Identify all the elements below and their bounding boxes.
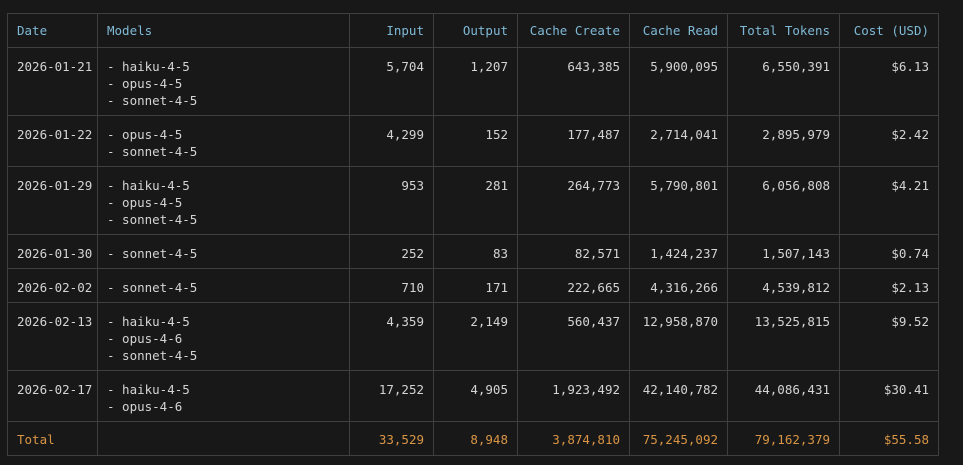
cost-cell: $9.52 <box>839 302 939 371</box>
model-name: - opus-4-5 <box>107 127 183 142</box>
model-name: - sonnet-4-5 <box>107 348 198 363</box>
models-cell: - haiku-4-5 - opus-4-5 - sonnet-4-5 <box>97 166 350 235</box>
input-cell: 17,252 <box>349 370 434 422</box>
total-row: Total 33,529 8,948 3,874,810 75,245,092 … <box>7 421 939 456</box>
cache-create-cell: 643,385 <box>517 47 630 116</box>
model-name: - sonnet-4-5 <box>107 280 198 295</box>
date-cell: 2026-01-29 <box>7 166 98 235</box>
model-name: - haiku-4-5 <box>107 314 190 329</box>
table-row: 2026-01-29 - haiku-4-5 - opus-4-5 - sonn… <box>7 166 939 235</box>
date-cell: 2026-01-30 <box>7 234 98 269</box>
output-cell: 4,905 <box>433 370 518 422</box>
model-name: - opus-4-5 <box>107 195 183 210</box>
models-cell: - haiku-4-5 - opus-4-5 - sonnet-4-5 <box>97 47 350 116</box>
date-cell: 2026-02-02 <box>7 268 98 303</box>
total-cost-cell: $55.58 <box>839 421 939 456</box>
cache-create-cell: 264,773 <box>517 166 630 235</box>
models-cell: - haiku-4-5 - opus-4-6 <box>97 370 350 422</box>
cache-read-cell: 5,790,801 <box>629 166 728 235</box>
cache-create-cell: 82,571 <box>517 234 630 269</box>
output-cell: 281 <box>433 166 518 235</box>
column-header-total-tokens: Total Tokens <box>727 13 840 48</box>
column-header-cache-read: Cache Read <box>629 13 728 48</box>
cost-cell: $6.13 <box>839 47 939 116</box>
column-header-output: Output <box>433 13 518 48</box>
usage-report: Date Models Input Output Cache Create Ca… <box>7 13 939 456</box>
total-tokens-cell: 4,539,812 <box>727 268 840 303</box>
total-label: Total <box>7 421 98 456</box>
model-name: - opus-4-5 <box>107 76 183 91</box>
date-cell: 2026-01-21 <box>7 47 98 116</box>
header-row: Date Models Input Output Cache Create Ca… <box>7 13 939 48</box>
column-header-cache-create: Cache Create <box>517 13 630 48</box>
model-name: - opus-4-6 <box>107 331 183 346</box>
models-cell: - sonnet-4-5 <box>97 268 350 303</box>
table-row: 2026-01-22 - opus-4-5 - sonnet-4-5 4,299… <box>7 115 939 167</box>
cache-read-cell: 2,714,041 <box>629 115 728 167</box>
model-name: - haiku-4-5 <box>107 59 190 74</box>
cache-read-cell: 1,424,237 <box>629 234 728 269</box>
cost-cell: $4.21 <box>839 166 939 235</box>
total-tokens-cell: 6,550,391 <box>727 47 840 116</box>
usage-table: Date Models Input Output Cache Create Ca… <box>7 13 939 456</box>
input-cell: 5,704 <box>349 47 434 116</box>
model-name: - opus-4-6 <box>107 399 183 414</box>
total-tokens-cell: 1,507,143 <box>727 234 840 269</box>
total-tokens-sum-cell: 79,162,379 <box>727 421 840 456</box>
cache-create-cell: 1,923,492 <box>517 370 630 422</box>
model-name: - sonnet-4-5 <box>107 212 198 227</box>
model-name: - haiku-4-5 <box>107 382 190 397</box>
total-tokens-cell: 44,086,431 <box>727 370 840 422</box>
cache-read-cell: 5,900,095 <box>629 47 728 116</box>
cost-cell: $0.74 <box>839 234 939 269</box>
output-cell: 171 <box>433 268 518 303</box>
table-row: 2026-01-30 - sonnet-4-5 252 83 82,571 1,… <box>7 234 939 269</box>
table-row: 2026-02-13 - haiku-4-5 - opus-4-6 - sonn… <box>7 302 939 371</box>
cache-read-cell: 4,316,266 <box>629 268 728 303</box>
model-name: - haiku-4-5 <box>107 178 190 193</box>
models-cell: - opus-4-5 - sonnet-4-5 <box>97 115 350 167</box>
input-cell: 4,359 <box>349 302 434 371</box>
total-tokens-cell: 6,056,808 <box>727 166 840 235</box>
total-tokens-cell: 2,895,979 <box>727 115 840 167</box>
input-cell: 953 <box>349 166 434 235</box>
date-cell: 2026-01-22 <box>7 115 98 167</box>
table-row: 2026-02-17 - haiku-4-5 - opus-4-6 17,252… <box>7 370 939 422</box>
model-name: - sonnet-4-5 <box>107 246 198 261</box>
output-cell: 1,207 <box>433 47 518 116</box>
input-cell: 252 <box>349 234 434 269</box>
cost-cell: $2.13 <box>839 268 939 303</box>
date-cell: 2026-02-13 <box>7 302 98 371</box>
cache-read-cell: 12,958,870 <box>629 302 728 371</box>
table-row: 2026-01-21 - haiku-4-5 - opus-4-5 - sonn… <box>7 47 939 116</box>
cache-create-cell: 222,665 <box>517 268 630 303</box>
model-name: - sonnet-4-5 <box>107 93 198 108</box>
table-row: 2026-02-02 - sonnet-4-5 710 171 222,665 … <box>7 268 939 303</box>
total-cache-create-cell: 3,874,810 <box>517 421 630 456</box>
column-header-models: Models <box>97 13 350 48</box>
models-cell: - sonnet-4-5 <box>97 234 350 269</box>
total-output-cell: 8,948 <box>433 421 518 456</box>
cost-cell: $2.42 <box>839 115 939 167</box>
column-header-input: Input <box>349 13 434 48</box>
output-cell: 2,149 <box>433 302 518 371</box>
input-cell: 4,299 <box>349 115 434 167</box>
total-tokens-cell: 13,525,815 <box>727 302 840 371</box>
total-cache-read-cell: 75,245,092 <box>629 421 728 456</box>
cost-cell: $30.41 <box>839 370 939 422</box>
input-cell: 710 <box>349 268 434 303</box>
cache-read-cell: 42,140,782 <box>629 370 728 422</box>
total-input-cell: 33,529 <box>349 421 434 456</box>
output-cell: 83 <box>433 234 518 269</box>
model-name: - sonnet-4-5 <box>107 144 198 159</box>
output-cell: 152 <box>433 115 518 167</box>
models-cell: - haiku-4-5 - opus-4-6 - sonnet-4-5 <box>97 302 350 371</box>
cache-create-cell: 560,437 <box>517 302 630 371</box>
column-header-date: Date <box>7 13 98 48</box>
column-header-cost: Cost (USD) <box>839 13 939 48</box>
cache-create-cell: 177,487 <box>517 115 630 167</box>
date-cell: 2026-02-17 <box>7 370 98 422</box>
total-models-cell <box>97 421 350 456</box>
